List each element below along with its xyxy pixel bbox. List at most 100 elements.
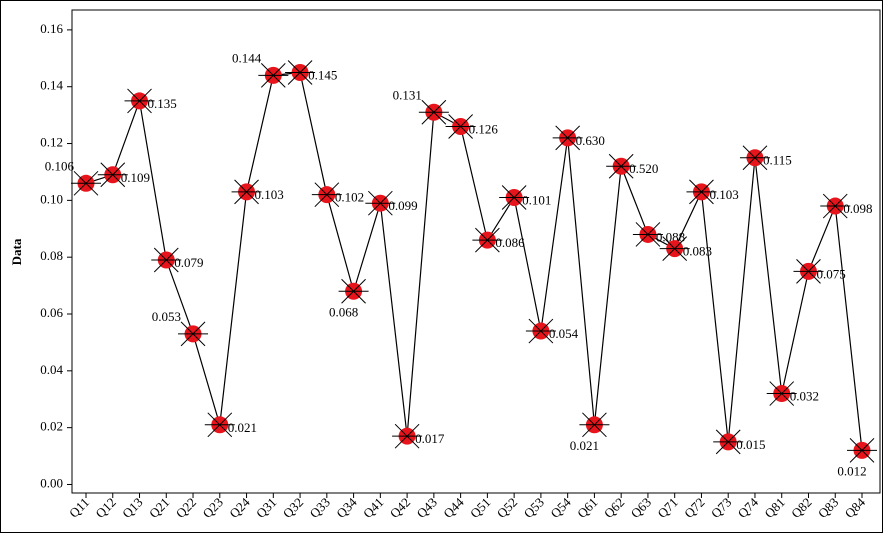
- plot-frame: [71, 9, 881, 494]
- marker: [686, 179, 717, 205]
- marker-cross: [662, 236, 688, 262]
- data-label: 0.021: [228, 420, 257, 435]
- marker: [606, 153, 637, 179]
- x-tick-label: Q21: [146, 495, 172, 521]
- x-tick-label: Q32: [280, 495, 306, 521]
- marker: [258, 62, 289, 88]
- marker-cross: [582, 412, 607, 438]
- y-tick-label: 0.14: [40, 78, 63, 93]
- marker: [713, 429, 744, 455]
- y-tick-label: 0.06: [40, 305, 63, 320]
- marker-cross: [260, 62, 286, 88]
- marker-cross: [822, 193, 848, 219]
- marker-cross: [234, 179, 259, 205]
- marker: [820, 193, 851, 219]
- data-label: 0.115: [763, 153, 792, 168]
- data-label: 0.079: [174, 255, 203, 270]
- data-label: 0.086: [495, 235, 525, 250]
- x-tick-label: Q81: [761, 495, 787, 521]
- data-label: 0.135: [148, 96, 177, 111]
- x-tick-label: Q74: [735, 494, 762, 521]
- x-tick-label: Q11: [66, 495, 92, 521]
- marker: [231, 179, 262, 205]
- marker-cross: [367, 190, 393, 216]
- x-tick-label: Q13: [119, 495, 145, 521]
- marker-cross: [287, 60, 313, 85]
- x-tick-label: Q52: [494, 495, 520, 521]
- x-tick-label: Q84: [842, 494, 869, 521]
- marker-cross: [314, 182, 340, 208]
- x-tick-label: Q71: [654, 495, 680, 521]
- data-label: 0.015: [736, 437, 765, 452]
- marker-cross: [689, 179, 714, 205]
- marker: [847, 438, 877, 463]
- y-tick-label: 0.00: [40, 475, 63, 490]
- x-tick-label: Q41: [360, 495, 386, 521]
- data-label: 0.017: [415, 431, 445, 446]
- marker: [739, 145, 770, 171]
- data-label: 0.054: [549, 326, 579, 341]
- data-label: 0.102: [335, 190, 364, 205]
- marker: [659, 236, 690, 262]
- marker: [499, 185, 530, 210]
- marker-cross: [153, 247, 179, 273]
- data-label: 0.520: [629, 161, 658, 176]
- marker-cross: [528, 318, 554, 344]
- marker-cross: [501, 185, 527, 210]
- marker: [311, 182, 342, 208]
- y-tick-label: 0.10: [40, 191, 63, 206]
- data-label: 0.032: [790, 389, 819, 404]
- marker: [766, 381, 797, 406]
- marker: [793, 259, 824, 284]
- data-label: 0.021: [570, 438, 599, 453]
- x-tick-label: Q51: [467, 495, 493, 521]
- data-label: 0.098: [843, 201, 872, 216]
- marker: [552, 125, 583, 151]
- data-label: 0.145: [308, 67, 337, 82]
- marker: [472, 227, 503, 253]
- data-label: 0.106: [45, 158, 75, 173]
- x-tick-label: Q33: [307, 495, 333, 521]
- marker: [124, 88, 155, 114]
- marker: [632, 222, 663, 247]
- y-tick-label: 0.04: [40, 362, 63, 377]
- data-label: 0.053: [152, 309, 181, 324]
- marker-cross: [796, 259, 821, 284]
- line: [85, 71, 863, 451]
- x-tick-label: Q44: [440, 494, 467, 521]
- marker-cross: [207, 412, 233, 438]
- x-tick-label: Q83: [815, 495, 841, 521]
- x-tick-label: Q31: [253, 495, 279, 521]
- x-tick-label: Q23: [199, 495, 225, 521]
- data-label: 0.131: [393, 87, 422, 102]
- data-label: 0.083: [683, 244, 712, 259]
- marker-cross: [635, 222, 661, 247]
- data-label: 0.630: [576, 133, 605, 148]
- marker-cross: [180, 321, 206, 347]
- marker: [418, 99, 449, 125]
- data-label: 0.101: [522, 193, 551, 208]
- data-label: 0.012: [837, 463, 866, 478]
- data-label: 0.088: [656, 229, 685, 244]
- y-tick-label: 0.12: [40, 135, 63, 150]
- marker: [365, 190, 396, 216]
- data-label: 0.103: [709, 187, 738, 202]
- marker: [579, 412, 610, 438]
- marker-cross: [475, 227, 500, 253]
- marker-cross: [849, 438, 875, 463]
- marker-cross: [555, 125, 581, 151]
- data-label: 0.126: [469, 121, 499, 136]
- marker-cross: [421, 99, 447, 125]
- marker: [71, 170, 101, 196]
- data-label: 0.068: [329, 304, 358, 319]
- marker-cross: [394, 423, 420, 449]
- marker: [338, 278, 369, 304]
- marker: [445, 114, 476, 139]
- data-label: 0.109: [121, 170, 150, 185]
- marker: [151, 247, 182, 273]
- x-tick-label: Q34: [333, 494, 360, 521]
- y-tick-label: 0.02: [40, 419, 63, 434]
- marker: [178, 321, 209, 347]
